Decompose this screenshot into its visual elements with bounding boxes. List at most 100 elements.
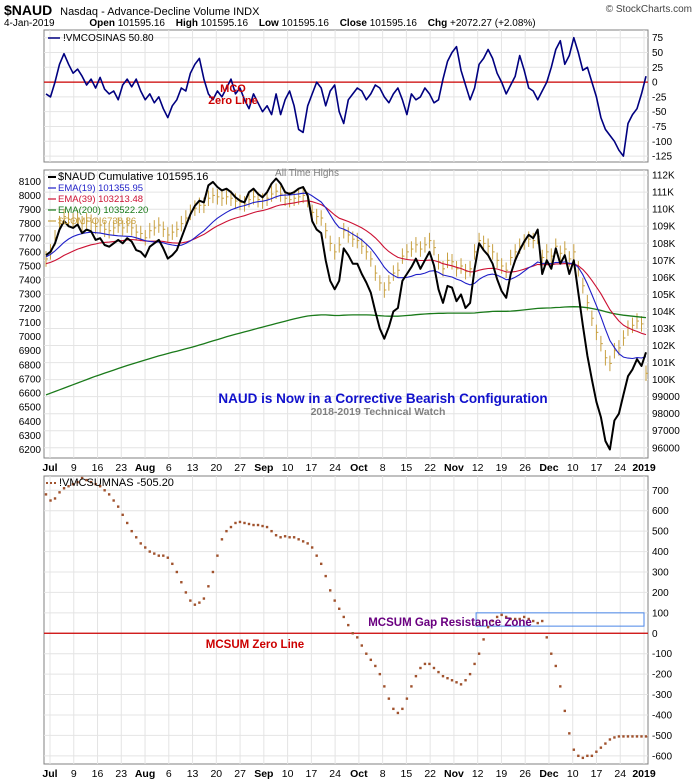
mcsum-tick-label: 500: [652, 527, 669, 538]
naud-left-tick-label: 6600: [19, 389, 42, 400]
mcsum-dot: [180, 581, 183, 584]
upper-time-label: 24: [614, 462, 626, 474]
lower-time-label: 6: [166, 768, 172, 780]
bearish-annotation: NAUD is Now in a Corrective Bearish Conf…: [218, 391, 547, 406]
mcsum-dot: [414, 674, 418, 678]
mcsum-dot: [148, 550, 151, 553]
mcsum-dot: [518, 617, 521, 621]
mcsum-dot: [202, 597, 206, 600]
mcsum-tick-label: 700: [652, 486, 669, 497]
upper-time-label: 10: [567, 462, 579, 474]
naud-right-tick-label: 96000: [652, 443, 680, 454]
naud-right-tick-label: 103K: [652, 324, 676, 335]
mcsum-dot: [491, 619, 494, 623]
mcsum-dot: [396, 711, 400, 715]
mcsum-dot: [477, 652, 481, 655]
close-value: 101595.16: [369, 18, 417, 29]
naud-left-tick-label: 6400: [19, 417, 42, 428]
lower-time-label: 27: [234, 768, 246, 780]
naud-left-tick-label: 7300: [19, 290, 42, 301]
mcsum-dot: [401, 707, 404, 711]
mcsum-dot: [527, 617, 530, 621]
upper-time-label: Jul: [42, 462, 57, 474]
mcsum-dot: [220, 538, 224, 541]
naud-right-tick-label: 112K: [652, 171, 675, 182]
mcsum-dot: [419, 666, 422, 670]
chg-value: +2072.27 (+2.08%): [450, 18, 536, 29]
mcsum-dot: [58, 491, 61, 494]
upper-time-label: 19: [496, 462, 508, 474]
mcsum-tick-label: 300: [652, 568, 669, 579]
mcsum-dot: [577, 754, 580, 758]
lower-time-label: Oct: [350, 768, 368, 780]
mcsum-dot: [500, 613, 503, 617]
mcsum-dot: [243, 521, 246, 525]
mcsum-panel: [43, 475, 649, 765]
mcsum-dot: [617, 735, 621, 738]
lower-time-label: Jul: [42, 768, 57, 780]
naud-left-tick-label: 7600: [19, 247, 42, 258]
mcsum-dot: [71, 482, 75, 486]
mcsum-dot: [283, 535, 287, 538]
ema19-legend: EMA(19) 101355.95: [58, 183, 143, 194]
mcsum-dot: [157, 554, 160, 557]
mco-tick-label: -25: [652, 92, 667, 103]
mcsum-dot: [198, 601, 201, 604]
mco-tick-label: 25: [652, 63, 664, 74]
high-label: High: [175, 18, 198, 29]
mcsum-dot: [482, 638, 485, 641]
mcsum-dot: [256, 523, 260, 527]
mcsum-dot: [112, 499, 115, 502]
lower-time-label: Nov: [444, 768, 464, 780]
mcsum-dot: [572, 748, 576, 751]
credit[interactable]: © StockCharts.com: [605, 4, 692, 15]
mcsum-dot: [423, 662, 427, 666]
mcsum-dot: [189, 599, 192, 602]
open-label: Open: [89, 18, 115, 29]
naud-left-tick-label: 6900: [19, 346, 42, 357]
mcsum-dot: [613, 736, 616, 739]
upper-time-label: 13: [187, 462, 199, 474]
mcsum-tick-label: -100: [652, 649, 672, 660]
naud-right-tick-label: 98000: [652, 409, 680, 420]
quote-line: 4-Jan-2019 Open 101595.16 High 101595.16…: [4, 18, 536, 29]
mcsum-tick-label: -300: [652, 690, 672, 701]
mcsum-dot: [347, 623, 350, 627]
naud-left-tick-label: 8000: [19, 191, 42, 202]
naud-left-tick-label: 7900: [19, 205, 42, 216]
mcsum-dot: [559, 685, 562, 688]
mcsum-dot: [76, 480, 79, 484]
mcsum-dot: [324, 574, 327, 578]
lower-time-label: Aug: [135, 768, 155, 780]
upper-time-label: 17: [306, 462, 318, 474]
mcsum-tick-label: -400: [652, 710, 672, 721]
lower-time-label: 9: [71, 768, 77, 780]
mcsum-dot: [590, 754, 594, 758]
mcsum-dot: [513, 617, 517, 621]
mcsum-dot: [121, 513, 124, 517]
mcsum-dot: [130, 529, 133, 533]
upper-time-label: 24: [329, 462, 341, 474]
mcsum-dot: [509, 617, 512, 621]
lower-time-label: 23: [115, 768, 127, 780]
mcsum-tick-label: -500: [652, 731, 672, 742]
naud-right-tick-label: 101K: [652, 358, 676, 369]
naud-left-tick-label: 6700: [19, 374, 42, 385]
upper-time-label: 12: [472, 462, 484, 474]
gap-zone-annotation: MCSUM Gap Resistance Zone: [368, 617, 532, 629]
naud-right-tick-label: 99000: [652, 392, 680, 403]
symbol-title: $NAUD Nasdaq - Advance-Decline Volume IN…: [4, 2, 259, 18]
lower-time-label: 19: [496, 768, 508, 780]
naud-left-tick-label: 6200: [19, 445, 42, 456]
naud-left-tick-label: 7200: [19, 304, 42, 315]
ema39-legend: EMA(39) 103213.48: [58, 194, 143, 205]
mco-tick-label: 75: [652, 33, 664, 44]
mcsum-dot: [135, 536, 138, 539]
naud-left-tick-label: 7400: [19, 276, 42, 287]
lower-time-label: 24: [614, 768, 626, 780]
mcsum-dot: [44, 493, 48, 496]
mcsum-dot: [107, 493, 111, 496]
mcsum-dot: [139, 542, 142, 545]
mcsum-dot: [608, 738, 612, 741]
